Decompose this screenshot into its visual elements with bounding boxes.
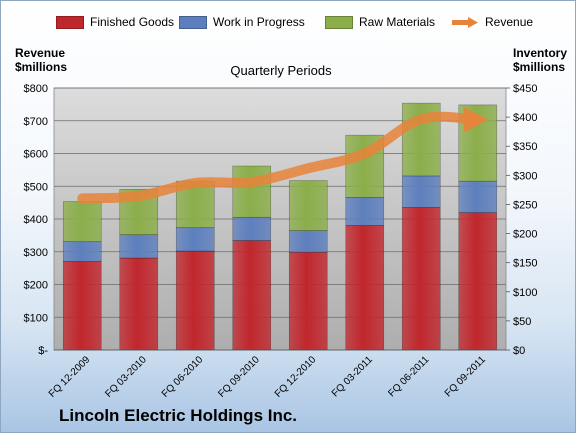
x-tick-label: FQ 12-2010	[273, 354, 319, 400]
bar-finished-goods-fq-06-2011	[401, 207, 441, 351]
x-tick-label: FQ 03-2011	[330, 354, 375, 399]
bar-work-in-progress-fq-03-2010	[119, 234, 159, 259]
right-tick-label: $50	[513, 316, 531, 328]
company-name: Lincoln Electric Holdings Inc.	[59, 406, 298, 425]
legend-item-raw-materials: Raw Materials	[325, 15, 435, 29]
bar-finished-goods-fq-12-2009	[62, 261, 102, 351]
legend-label-revenue: Revenue	[485, 15, 534, 29]
bar-finished-goods-fq-12-2010	[288, 251, 328, 351]
left-tick-label: $-	[38, 345, 48, 357]
right-axis-title: Inventory $millions	[513, 46, 573, 74]
x-tick-label: FQ 09-2011	[443, 354, 488, 399]
right-tick-label: $400	[513, 112, 537, 124]
left-axis-title-text: Revenue $millions	[15, 46, 68, 74]
x-tick-label: FQ 12-2009	[47, 354, 93, 400]
bar-finished-goods-fq-03-2011	[345, 225, 385, 351]
bar-raw-materials-fq-09-2010	[232, 165, 272, 218]
right-tick-label: $200	[513, 229, 537, 241]
bar-work-in-progress-fq-12-2009	[62, 241, 102, 262]
bar-finished-goods-fq-09-2011	[458, 212, 498, 351]
bar-finished-goods-fq-09-2010	[232, 240, 272, 351]
bar-raw-materials-fq-12-2009	[62, 201, 102, 243]
x-tick-label: FQ 09-2010	[216, 354, 262, 400]
right-tick-label: $150	[513, 258, 537, 270]
left-tick-label: $700	[24, 116, 48, 128]
legend-label-finished-goods: Finished Goods	[90, 15, 175, 29]
legend-label-work-in-progress: Work in Progress	[213, 15, 305, 29]
revenue-line	[77, 111, 483, 204]
left-axis-title: Revenue $millions	[15, 46, 75, 74]
left-tick-label: $300	[24, 247, 48, 259]
bar-work-in-progress-fq-03-2011	[345, 197, 385, 226]
bar-finished-goods-fq-03-2010	[119, 257, 159, 351]
left-tick-label: $400	[24, 214, 48, 226]
right-tick-label: $0	[513, 345, 525, 357]
right-tick-label: $250	[513, 199, 537, 211]
legend-swatch-finished-goods	[56, 15, 84, 29]
legend-item-work-in-progress: Work in Progress	[179, 15, 305, 29]
right-tick-label: $100	[513, 287, 537, 299]
legend-arrow-icon	[452, 16, 478, 28]
left-tick-label: $200	[24, 280, 48, 292]
legend: Finished Goods Work in Progress Raw Mate…	[1, 15, 575, 35]
right-tick-label: $350	[513, 141, 537, 153]
bar-work-in-progress-fq-09-2010	[232, 216, 272, 241]
chart-title: Quarterly Periods	[230, 63, 332, 78]
bar-work-in-progress-fq-09-2011	[458, 180, 498, 213]
right-tick-label: $300	[513, 170, 537, 182]
right-tick-label: $450	[513, 83, 537, 95]
left-tick-label: $600	[24, 149, 48, 161]
revenue-arrowhead	[463, 106, 488, 133]
right-axis-title-text: Inventory $millions	[513, 46, 568, 74]
x-tick-label: FQ 03-2010	[103, 354, 149, 400]
bar-raw-materials-fq-12-2010	[288, 180, 328, 231]
bar-work-in-progress-fq-06-2010	[175, 227, 215, 252]
x-tick-label: FQ 06-2010	[160, 354, 206, 400]
legend-swatch-raw-materials	[325, 15, 353, 29]
legend-item-revenue: Revenue	[451, 15, 533, 29]
left-tick-label: $100	[24, 312, 48, 324]
legend-label-raw-materials: Raw Materials	[359, 15, 436, 29]
bar-work-in-progress-fq-12-2010	[288, 230, 328, 253]
bar-finished-goods-fq-06-2010	[175, 250, 215, 351]
legend-swatch-work-in-progress	[179, 15, 207, 29]
x-tick-label: FQ 06-2011	[386, 354, 431, 399]
left-tick-label: $800	[24, 83, 48, 95]
legend-item-finished-goods: Finished Goods	[56, 15, 174, 29]
left-tick-label: $500	[24, 181, 48, 193]
bar-work-in-progress-fq-06-2011	[401, 175, 441, 208]
